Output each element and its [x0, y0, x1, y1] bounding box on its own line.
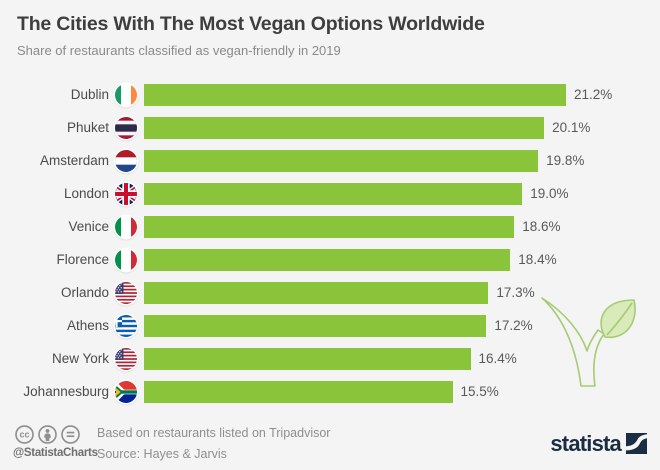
- italy-flag-icon: [115, 215, 137, 238]
- statista-charts-handle: @StatistaCharts: [13, 447, 98, 459]
- statista-wordmark: statista: [550, 431, 621, 456]
- city-label: New York: [51, 351, 109, 366]
- bar: [144, 281, 489, 304]
- value-label: 17.2%: [494, 318, 533, 333]
- usa-flag-icon: [115, 281, 137, 304]
- city-label: Phuket: [66, 120, 109, 135]
- city-label: Johannesburg: [23, 384, 109, 399]
- value-label: 21.2%: [574, 87, 613, 102]
- bar: [144, 215, 515, 238]
- value-label: 18.4%: [518, 252, 557, 267]
- netherlands-flag-icon: [115, 149, 137, 172]
- city-label: Amsterdam: [39, 153, 109, 168]
- chart-row: Johannesburg 15.5%: [0, 375, 660, 408]
- footer-note: Based on restaurants listed on Tripadvis…: [97, 426, 331, 440]
- footer-source: Source: Hayes & Jarvis: [97, 447, 227, 461]
- thailand-flag-icon: [115, 116, 137, 139]
- value-label: 17.3%: [496, 285, 535, 300]
- chart-header: The Cities With The Most Vegan Options W…: [17, 13, 643, 58]
- chart-row: Athens 17.2%: [0, 309, 660, 342]
- value-label: 19.0%: [530, 186, 569, 201]
- city-label: Orlando: [60, 285, 109, 300]
- page-title: The Cities With The Most Vegan Options W…: [17, 13, 485, 35]
- chart-row: Amsterdam 19.8%: [0, 144, 660, 177]
- chart-row: Florence 18.4%: [0, 243, 660, 276]
- vegan-leaf-check-icon: [541, 297, 636, 387]
- city-label: Athens: [66, 318, 109, 333]
- city-label: Dublin: [70, 87, 109, 102]
- no-derivatives-icon: [61, 425, 80, 444]
- city-label: Florence: [56, 252, 109, 267]
- svg-text:cc: cc: [19, 430, 29, 440]
- attribution-person-icon: [38, 425, 57, 444]
- south-africa-flag-icon: [115, 380, 137, 403]
- greece-flag-icon: [115, 314, 137, 337]
- uk-flag-icon: [115, 182, 137, 205]
- statista-logo-icon: [626, 433, 647, 454]
- chart-row: Phuket 20.1%: [0, 111, 660, 144]
- italy-flag-icon: [115, 248, 137, 271]
- bar-chart: Dublin 21.2% Phuket 20.1% Amsterdam 19.8…: [0, 78, 660, 408]
- cc-icon: cc: [15, 425, 34, 444]
- chart-row: New York 16.4%: [0, 342, 660, 375]
- city-label: Venice: [68, 219, 109, 234]
- bar: [144, 314, 487, 337]
- license-icons: cc: [14, 424, 81, 445]
- bar: [144, 347, 471, 370]
- chart-row: Dublin 21.2%: [0, 78, 660, 111]
- bar: [144, 116, 545, 139]
- value-label: 16.4%: [478, 351, 517, 366]
- bar: [144, 83, 566, 106]
- chart-row: London 19.0%: [0, 177, 660, 210]
- value-label: 18.6%: [522, 219, 561, 234]
- statista-logo: statista: [550, 431, 647, 456]
- bar: [144, 380, 453, 403]
- ireland-flag-icon: [115, 83, 137, 106]
- page-subtitle: Share of restaurants classified as vegan…: [17, 43, 341, 58]
- bar: [144, 248, 511, 271]
- chart-row: Orlando 17.3%: [0, 276, 660, 309]
- usa-flag-icon: [115, 347, 137, 370]
- value-label: 15.5%: [460, 384, 499, 399]
- bar: [144, 182, 523, 205]
- chart-row: Venice 18.6%: [0, 210, 660, 243]
- bar: [144, 149, 539, 172]
- value-label: 19.8%: [546, 153, 585, 168]
- city-label: London: [63, 186, 109, 201]
- value-label: 20.1%: [552, 120, 591, 135]
